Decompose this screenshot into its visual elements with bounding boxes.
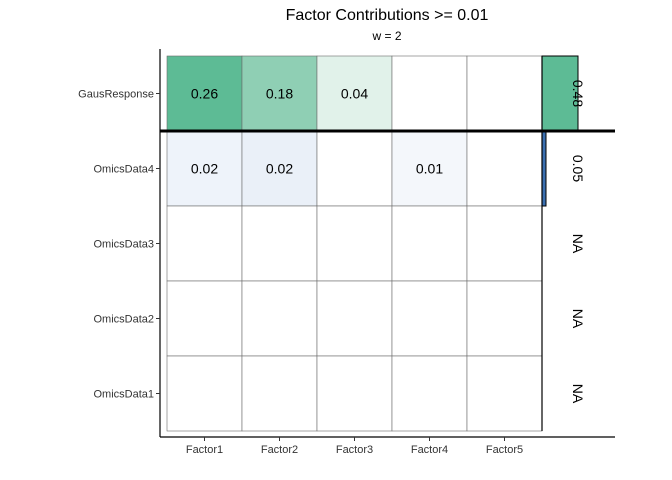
heatmap-cell-gausresponse-factor4 — [391, 55, 468, 132]
chart-title: Factor Contributions >= 0.01 — [286, 7, 489, 24]
axes: GausResponse OmicsData4 OmicsData3 OmicsDat… — [78, 49, 615, 456]
heatmap-cell-omicsdata1-factor5 — [466, 355, 543, 432]
heatmap-cell-gausresponse-factor5 — [466, 55, 543, 132]
y-tick-label-omicsdata1: OmicsData1 — [93, 389, 154, 401]
total-label-omicsdata3: NA — [570, 234, 586, 254]
heatmap-cell-omicsdata4-factor4 — [391, 130, 468, 207]
heatmap-cell-omicsdata3-factor4 — [391, 205, 468, 282]
heatmap-cell-omicsdata1-factor2 — [241, 355, 318, 432]
heatmap-cell-gausresponse-factor2 — [241, 55, 318, 132]
heatmap-cell-omicsdata2-factor1 — [166, 280, 243, 357]
cell-label-gausresponse-factor1: 0.26 — [191, 86, 218, 102]
cell-label-omicsdata4-factor2: 0.02 — [266, 161, 293, 177]
total-label-gausresponse: 0.48 — [570, 80, 586, 107]
x-tick-label-factor5: Factor5 — [486, 444, 523, 456]
heatmap-cell-omicsdata1-factor1 — [166, 355, 243, 432]
cell-label-gausresponse-factor3: 0.04 — [341, 86, 368, 102]
heatmap-cell-omicsdata1-factor3 — [316, 355, 393, 432]
total-label-omicsdata1: NA — [570, 384, 586, 404]
heatmap-cell-omicsdata1-factor4 — [391, 355, 468, 432]
x-tick-label-factor2: Factor2 — [261, 444, 298, 456]
cell-label-gausresponse-factor2: 0.18 — [266, 86, 293, 102]
heatmap-cell-omicsdata2-factor4 — [391, 280, 468, 357]
heatmap-cell-omicsdata3-factor5 — [466, 205, 543, 282]
heatmap-cell-omicsdata4-factor1 — [166, 130, 243, 207]
heatmap-cell-omicsdata4-factor5 — [466, 130, 543, 207]
heatmap-cell-omicsdata3-factor1 — [166, 205, 243, 282]
cell-label-omicsdata4-factor1: 0.02 — [191, 161, 218, 177]
x-tick-label-factor3: Factor3 — [336, 444, 373, 456]
heatmap-cells: 0.26 0.18 0.04 0.02 0.02 0.01 — [166, 55, 543, 432]
heatmap-cell-omicsdata3-factor3 — [316, 205, 393, 282]
heatmap-cell-omicsdata4-factor3 — [316, 130, 393, 207]
y-tick-label-omicsdata2: OmicsData2 — [93, 314, 154, 326]
cell-label-omicsdata4-factor4: 0.01 — [416, 161, 443, 177]
y-tick-label-omicsdata3: OmicsData3 — [93, 239, 154, 251]
x-tick-label-factor4: Factor4 — [411, 444, 448, 456]
heatmap-cell-omicsdata4-factor2 — [241, 130, 318, 207]
x-tick-label-factor1: Factor1 — [186, 444, 223, 456]
heatmap-cell-omicsdata2-factor2 — [241, 280, 318, 357]
row-totals: 0.48 0.05 NA NA NA — [541, 55, 586, 404]
heatmap-cell-omicsdata3-factor2 — [241, 205, 318, 282]
y-tick-label-gausresponse: GausResponse — [78, 89, 154, 101]
chart-subtitle: w = 2 — [371, 29, 401, 43]
heatmap-cell-gausresponse-factor3 — [316, 55, 393, 132]
y-tick-label-omicsdata4: OmicsData4 — [93, 164, 154, 176]
heatmap-cell-omicsdata2-factor5 — [466, 280, 543, 357]
total-label-omicsdata4: 0.05 — [570, 155, 586, 182]
heatmap-cell-omicsdata2-factor3 — [316, 280, 393, 357]
heatmap-cell-gausresponse-factor1 — [166, 55, 243, 132]
total-label-omicsdata2: NA — [570, 309, 586, 329]
